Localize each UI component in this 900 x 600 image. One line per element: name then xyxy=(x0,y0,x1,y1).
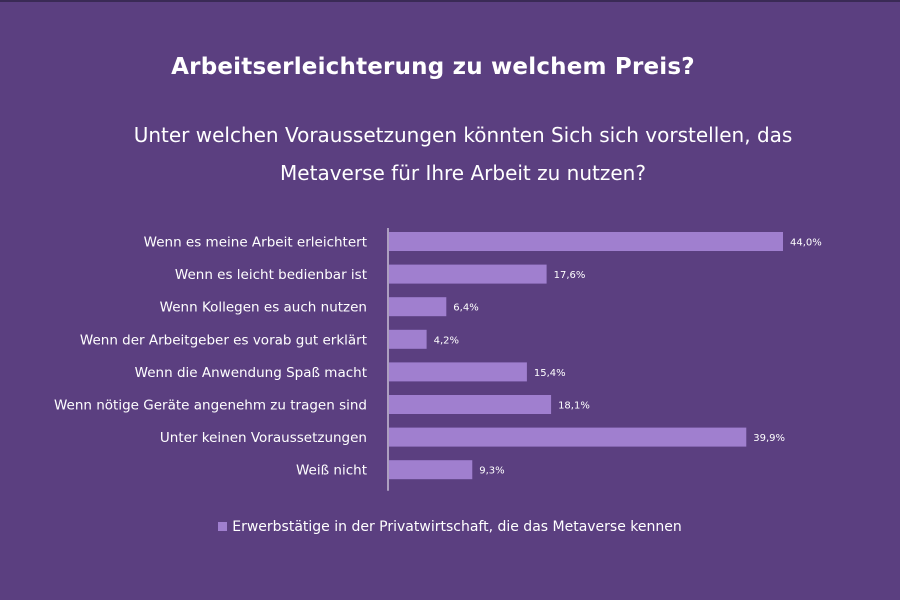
plot-area: Wenn es meine Arbeit erleichtert 44,0% Wen… xyxy=(54,228,822,491)
category-label: Weiß nicht xyxy=(296,463,367,479)
bar xyxy=(389,297,447,317)
data-label: 9,3% xyxy=(479,466,504,477)
legend: Erwerbstätige in der Privatwirtschaft, d… xyxy=(0,519,900,535)
data-label: 18,1% xyxy=(558,401,590,412)
bar xyxy=(389,362,527,382)
data-label: 17,6% xyxy=(554,270,586,281)
data-label: 4,2% xyxy=(434,335,459,346)
bar xyxy=(389,264,547,284)
bar xyxy=(389,232,783,251)
bar xyxy=(389,460,473,480)
data-label: 15,4% xyxy=(534,368,566,379)
data-label: 39,9% xyxy=(753,433,785,444)
legend-label: Erwerbstätige in der Privatwirtschaft, d… xyxy=(232,519,682,535)
top-border xyxy=(0,0,900,2)
chart-subtitle: Unter welchen Voraussetzungen könnten Si… xyxy=(40,116,886,192)
category-label: Unter keinen Voraussetzungen xyxy=(160,430,367,446)
legend-swatch xyxy=(218,521,228,531)
subtitle-line-1: Unter welchen Voraussetzungen könnten Si… xyxy=(133,123,793,147)
category-label: Wenn Kollegen es auch nutzen xyxy=(160,300,367,316)
chart-title: Arbeitserleichterung zu welchem Preis? xyxy=(171,54,695,80)
category-label: Wenn nötige Geräte angenehm zu tragen si… xyxy=(54,398,367,414)
bar xyxy=(389,329,427,349)
bar xyxy=(389,395,552,414)
data-label: 6,4% xyxy=(453,303,478,314)
category-label: Wenn es meine Arbeit erleichtert xyxy=(144,235,367,251)
bar xyxy=(389,427,747,447)
category-label: Wenn es leicht bedienbar ist xyxy=(175,267,367,283)
category-label: Wenn der Arbeitgeber es vorab gut erklär… xyxy=(80,332,367,348)
subtitle-line-2: Metaverse für Ihre Arbeit zu nutzen? xyxy=(280,161,646,185)
category-label: Wenn die Anwendung Spaß macht xyxy=(135,365,367,381)
data-label: 44,0% xyxy=(790,238,822,249)
